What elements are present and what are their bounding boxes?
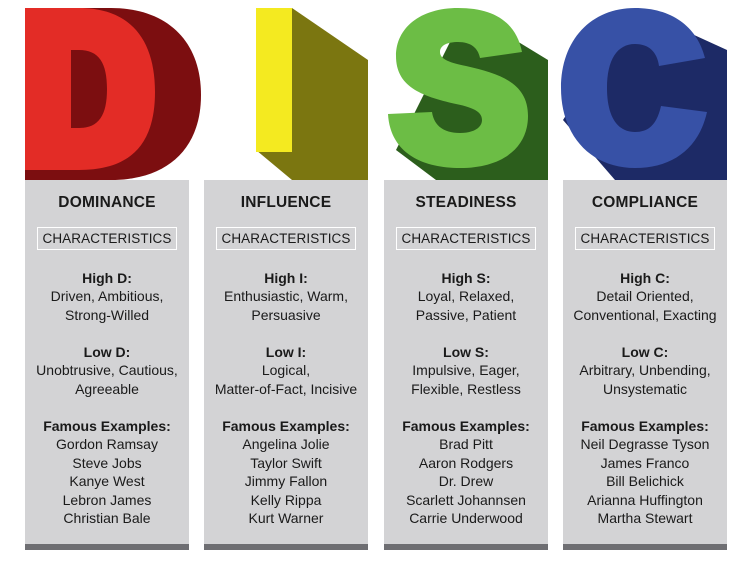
- column-steadiness: STEADINESS CHARACTERISTICS High S: Loyal…: [384, 0, 548, 551]
- column-compliance: COMPLIANCE CHARACTERISTICS High C: Detai…: [561, 0, 727, 551]
- column-title: DOMINANCE: [58, 194, 156, 211]
- example-item: Kanye West: [69, 473, 145, 489]
- characteristics-label: CHARACTERISTICS: [575, 227, 715, 250]
- letter-i-front: [256, 8, 292, 152]
- characteristics-label: CHARACTERISTICS: [216, 227, 356, 250]
- characteristics-label: CHARACTERISTICS: [37, 227, 177, 250]
- low-text-line: Agreeable: [75, 380, 139, 397]
- example-item: Aaron Rodgers: [418, 454, 514, 471]
- examples-title: Famous Examples:: [222, 418, 350, 434]
- low-text-line: Logical,: [261, 362, 311, 378]
- example-item: Angelina Jolie: [242, 436, 330, 452]
- example-item: Lebron James: [62, 491, 152, 508]
- column-title: COMPLIANCE: [591, 194, 699, 211]
- examples-list: Gordon Ramsay Steve Jobs Kanye West Lebr…: [25, 435, 189, 528]
- high-text-line: Passive, Patient: [415, 306, 517, 323]
- high-text-line: Strong-Willed: [64, 306, 150, 323]
- example-item: Martha Stewart: [597, 510, 693, 526]
- low-title: Low I:: [265, 344, 307, 360]
- example-item: Neil Degrasse Tyson: [580, 436, 710, 452]
- examples-title: Famous Examples:: [581, 418, 709, 434]
- high-text: Loyal, Relaxed, Passive, Patient: [384, 287, 548, 324]
- high-title: High D:: [82, 270, 132, 286]
- high-text: Driven, Ambitious, Strong-Willed: [25, 287, 189, 324]
- low-title: Low S:: [443, 344, 489, 360]
- low-text-line: Unsystematic: [602, 380, 688, 397]
- steadiness-panel: STEADINESS CHARACTERISTICS High S: Loyal…: [384, 180, 548, 550]
- example-item: Christian Bale: [63, 510, 151, 526]
- letter-c-front: [561, 8, 707, 168]
- low-text: Impulsive, Eager, Flexible, Restless: [384, 361, 548, 398]
- letter-i-graphic: [256, 8, 368, 180]
- high-text-line: Driven, Ambitious,: [50, 288, 164, 304]
- high-text-line: Persuasive: [251, 306, 321, 323]
- example-item: Brad Pitt: [439, 436, 493, 452]
- example-item: James Franco: [600, 454, 690, 471]
- high-title: High I:: [264, 270, 308, 286]
- low-title: Low D:: [83, 344, 131, 360]
- compliance-panel: COMPLIANCE CHARACTERISTICS High C: Detai…: [563, 180, 727, 550]
- example-item: Gordon Ramsay: [56, 436, 158, 452]
- example-item: Bill Belichick: [606, 473, 684, 489]
- low-text-line: Matter-of-Fact, Incisive: [214, 380, 358, 397]
- low-text: Unobtrusive, Cautious, Agreeable: [25, 361, 189, 398]
- column-dominance: DOMINANCE CHARACTERISTICS High D: Driven…: [25, 0, 201, 551]
- low-text-line: Flexible, Restless: [411, 380, 521, 397]
- example-item: Kelly Rippa: [250, 491, 322, 508]
- high-text-line: Loyal, Relaxed,: [417, 288, 515, 304]
- low-text-line: Unobtrusive, Cautious,: [36, 362, 178, 378]
- example-item: Steve Jobs: [72, 454, 142, 471]
- column-influence: INFLUENCE CHARACTERISTICS High I: Enthus…: [204, 0, 368, 551]
- dominance-panel: DOMINANCE CHARACTERISTICS High D: Driven…: [25, 180, 189, 550]
- example-item: Jimmy Fallon: [244, 473, 328, 489]
- characteristics-label: CHARACTERISTICS: [396, 227, 536, 250]
- examples-list: Brad Pitt Aaron Rodgers Dr. Drew Scarlet…: [384, 435, 548, 528]
- examples-title: Famous Examples:: [402, 418, 530, 434]
- low-text: Arbitrary, Unbending, Unsystematic: [563, 361, 727, 398]
- example-item: Arianna Huffington: [587, 491, 703, 508]
- letter-s-graphic: [388, 8, 548, 180]
- column-title: INFLUENCE: [240, 194, 332, 211]
- high-text-line: Detail Oriented,: [596, 288, 694, 304]
- examples-list: Neil Degrasse Tyson James Franco Bill Be…: [563, 435, 727, 528]
- high-title: High S:: [441, 270, 491, 286]
- letter-d-graphic: [25, 8, 201, 180]
- example-item: Dr. Drew: [438, 473, 494, 489]
- low-title: Low C:: [621, 344, 669, 360]
- letter-d-front: [25, 8, 155, 170]
- example-item: Taylor Swift: [250, 454, 322, 471]
- example-item: Kurt Warner: [248, 510, 324, 526]
- example-item: Scarlett Johannsen: [406, 491, 526, 508]
- column-title: STEADINESS: [415, 194, 517, 211]
- example-item: Carrie Underwood: [409, 510, 523, 526]
- high-title: High C:: [620, 270, 670, 286]
- letter-s-front: [388, 8, 528, 168]
- high-text-line: Enthusiastic, Warm,: [224, 288, 348, 304]
- high-text-line: Conventional, Exacting: [573, 306, 717, 323]
- influence-panel: INFLUENCE CHARACTERISTICS High I: Enthus…: [204, 180, 368, 550]
- examples-title: Famous Examples:: [43, 418, 171, 434]
- low-text: Logical, Matter-of-Fact, Incisive: [204, 361, 368, 398]
- letter-c-graphic: [561, 8, 727, 180]
- high-text: Detail Oriented, Conventional, Exacting: [563, 287, 727, 324]
- examples-list: Angelina Jolie Taylor Swift Jimmy Fallon…: [204, 435, 368, 528]
- low-text-line: Arbitrary, Unbending,: [579, 362, 711, 378]
- low-text-line: Impulsive, Eager,: [412, 362, 520, 378]
- high-text: Enthusiastic, Warm, Persuasive: [204, 287, 368, 324]
